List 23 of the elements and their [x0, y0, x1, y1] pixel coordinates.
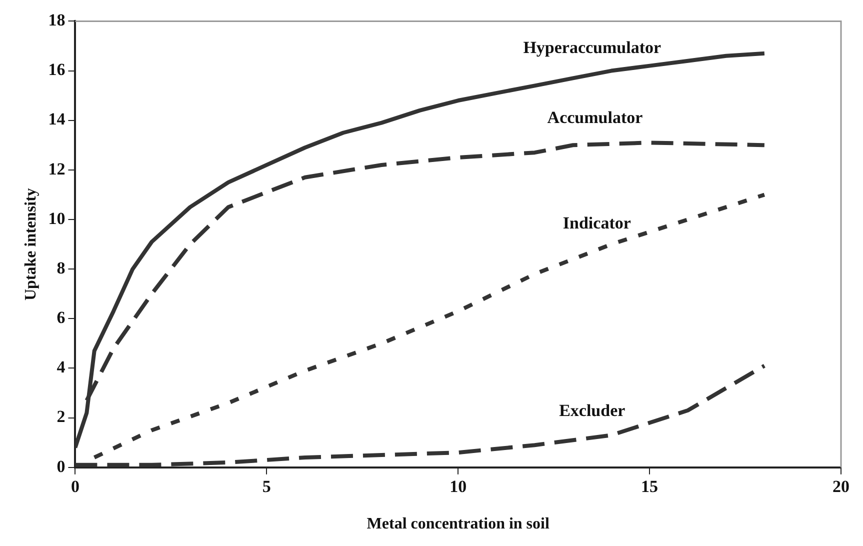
y-axis-title: Uptake intensity [22, 188, 40, 301]
series-label: Excluder [559, 401, 626, 420]
y-tick-label: 10 [48, 208, 66, 228]
y-tick-label: 18 [48, 10, 66, 30]
x-tick-label: 0 [70, 476, 80, 496]
x-tick-label: 20 [832, 476, 850, 496]
y-tick-label: 2 [56, 407, 66, 426]
y-tick-label: 6 [56, 308, 66, 328]
y-tick-label: 14 [48, 110, 66, 129]
line-series [75, 364, 766, 467]
x-axis-title: Metal concentration in soil [366, 516, 550, 533]
line-series [92, 192, 766, 460]
series-label: Accumulator [547, 108, 644, 127]
x-tick-label: 15 [641, 476, 658, 496]
y-tick-label: 8 [56, 258, 66, 278]
x-tick-label: 10 [450, 476, 467, 496]
series-label: Hyperaccumulator [523, 38, 662, 57]
y-tick-label: 4 [56, 358, 66, 377]
y-tick-label: 16 [48, 60, 66, 80]
y-tick-label: 12 [48, 159, 66, 178]
series-label: Indicator [562, 213, 632, 232]
y-tick-label: 0 [56, 456, 66, 476]
x-tick-label: 5 [262, 476, 271, 496]
